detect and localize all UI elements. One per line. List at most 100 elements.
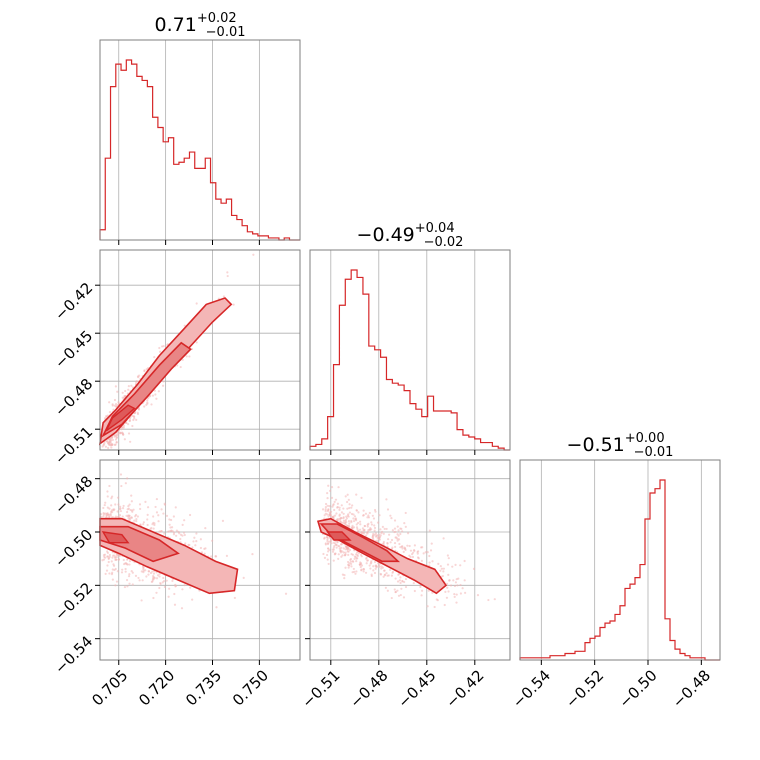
- title-param-0: 0.71+0.02 −0.01: [155, 11, 246, 40]
- sample-point: [136, 515, 139, 518]
- sample-point: [398, 542, 401, 546]
- svg-text:0.71+0.02−0.01: 0.71+0.02 −0.01: [155, 11, 246, 40]
- sample-point: [171, 526, 174, 529]
- sample-point: [139, 507, 142, 511]
- sample-point: [397, 529, 400, 532]
- sample-point: [372, 532, 375, 536]
- xtick-label-1-0: −0.51: [298, 666, 343, 711]
- frame-2-0: [99, 459, 301, 661]
- sample-point: [154, 393, 157, 396]
- sample-point: [433, 605, 436, 609]
- sample-point: [387, 538, 390, 541]
- sample-point: [373, 526, 377, 530]
- sample-point: [348, 511, 352, 514]
- sample-point: [113, 554, 116, 557]
- sample-point: [350, 565, 353, 568]
- sample-point: [404, 511, 407, 515]
- sample-point: [343, 521, 346, 525]
- sample-point: [355, 553, 358, 556]
- sample-point: [353, 515, 357, 518]
- sample-point: [374, 567, 377, 570]
- sample-point: [420, 589, 424, 592]
- sample-point: [328, 513, 331, 516]
- sample-point: [463, 559, 466, 563]
- sample-point: [355, 509, 358, 512]
- sample-point: [149, 571, 153, 575]
- sample-point: [329, 540, 333, 543]
- sample-point: [437, 562, 440, 565]
- sample-point: [167, 595, 170, 598]
- sample-point: [126, 510, 129, 514]
- sample-point: [350, 521, 353, 524]
- sample-point: [215, 606, 218, 609]
- sample-point: [343, 554, 347, 557]
- sample-point: [155, 511, 159, 514]
- sample-point: [126, 585, 129, 588]
- sample-point: [114, 567, 117, 571]
- sample-point: [442, 567, 445, 570]
- sample-point: [393, 527, 397, 530]
- sample-point: [194, 544, 197, 547]
- sample-point: [379, 573, 383, 576]
- sample-point: [128, 514, 131, 517]
- xtick-label-0-0: 0.705: [88, 666, 131, 709]
- sample-point: [404, 577, 408, 581]
- sample-point: [370, 573, 373, 576]
- sample-point: [394, 545, 397, 548]
- sample-point: [382, 542, 385, 545]
- sample-point: [335, 543, 338, 546]
- sample-point: [111, 578, 114, 581]
- sample-point: [411, 555, 415, 559]
- sample-point: [348, 503, 351, 506]
- sample-point: [364, 571, 368, 574]
- sample-point: [146, 506, 150, 509]
- sample-point: [106, 490, 109, 493]
- sample-point: [372, 569, 375, 572]
- sample-point: [173, 592, 176, 596]
- sample-point: [139, 523, 142, 526]
- sample-point: [127, 517, 130, 520]
- sample-point: [127, 505, 130, 508]
- sample-point: [370, 521, 373, 524]
- title-1-median: −0.49: [357, 224, 415, 246]
- sample-point: [401, 530, 404, 533]
- sample-point: [145, 575, 148, 578]
- sample-point: [102, 506, 105, 510]
- sample-point: [104, 501, 107, 504]
- sample-point: [396, 525, 399, 528]
- sample-point: [362, 567, 365, 571]
- sample-point: [347, 566, 350, 569]
- sample-point: [409, 549, 413, 552]
- sample-point: [113, 398, 117, 402]
- sample-point: [366, 525, 369, 528]
- sample-point: [119, 505, 122, 508]
- sample-point: [346, 547, 349, 550]
- sample-point: [168, 523, 171, 526]
- sample-point: [326, 542, 329, 546]
- sample-point: [369, 567, 372, 570]
- sample-point: [351, 527, 354, 530]
- sample-point: [189, 586, 192, 589]
- sample-point: [348, 522, 351, 525]
- sample-point: [448, 579, 451, 582]
- sample-point: [130, 516, 133, 519]
- sample-point: [338, 514, 341, 517]
- sample-point: [373, 524, 376, 527]
- sample-point: [456, 584, 459, 587]
- sample-point: [361, 527, 365, 530]
- sample-point: [137, 576, 140, 580]
- sample-point: [121, 391, 124, 394]
- sample-point: [457, 577, 460, 580]
- hist-panel-0: [99, 39, 301, 245]
- ytick-label-1-3: −0.42: [51, 279, 96, 324]
- sample-point: [133, 417, 136, 420]
- sample-point: [352, 519, 356, 523]
- sample-point: [150, 403, 153, 406]
- sample-point: [400, 545, 403, 548]
- sample-point: [362, 529, 365, 532]
- sample-point: [359, 565, 362, 569]
- sample-point: [188, 355, 191, 358]
- sample-point: [396, 539, 399, 542]
- sample-point: [413, 544, 417, 547]
- sample-point: [146, 523, 149, 527]
